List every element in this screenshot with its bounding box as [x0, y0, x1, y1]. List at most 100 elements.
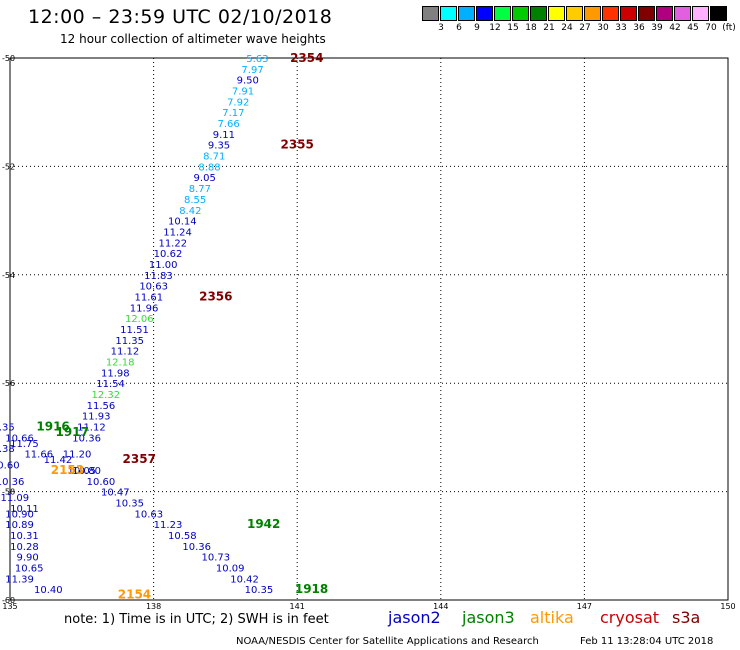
wave-height-value: 11.98 [101, 368, 130, 379]
wave-height-value: 9.11 [213, 130, 235, 141]
scale-swatch [494, 6, 511, 21]
scale-swatch [458, 6, 475, 21]
wave-height-value: 10.80 [72, 466, 101, 477]
wave-height-value: 10.66 [5, 433, 34, 444]
pass-time-label: 1942 [247, 517, 280, 531]
scale-label: 70 [705, 23, 717, 33]
scale-label: 9 [474, 23, 480, 33]
wave-height-value: 8.42 [179, 206, 201, 217]
wave-height-value: 11.00 [149, 260, 178, 271]
y-tick-label: -60 [2, 596, 15, 605]
scale-label: 6 [456, 23, 462, 33]
scale-label: 24 [561, 23, 573, 33]
scale-label: 30 [597, 23, 609, 33]
wave-height-value: 11.61 [135, 292, 164, 303]
wave-height-value: 10.28 [10, 542, 39, 553]
wave-height-value: 11.24 [163, 227, 192, 238]
wave-height-value: 11.38 [0, 444, 15, 455]
scale-swatch [566, 6, 583, 21]
wave-height-value: 7.66 [217, 119, 239, 130]
scale-swatch [692, 6, 709, 21]
scale-swatch [620, 6, 637, 21]
wave-height-value: 8.88 [198, 162, 220, 173]
scale-swatch [548, 6, 565, 21]
wave-height-value: 10.11 [10, 504, 39, 515]
scale-swatch [710, 6, 727, 21]
scale-swatch [602, 6, 619, 21]
page-subtitle: 12 hour collection of altimeter wave hei… [60, 32, 326, 46]
wave-height-value: 11.56 [87, 401, 116, 412]
wave-height-value: 10.73 [202, 553, 231, 564]
wave-height-value: 9.35 [208, 141, 230, 152]
satellite-legend-jason3: jason3 [462, 608, 515, 627]
wave-height-value: 8.77 [189, 184, 211, 195]
scale-swatch [440, 6, 457, 21]
wave-height-value: 12.06 [125, 314, 154, 325]
x-tick-label: 147 [577, 602, 592, 610]
scale-swatch [422, 6, 439, 21]
pass-time-label: 1918 [295, 582, 328, 596]
wave-height-value: 11.23 [154, 520, 183, 531]
wave-height-value: 11.75 [10, 439, 39, 450]
satellite-legend-altika: altika [530, 608, 574, 627]
pass-time-label: 2153 [51, 463, 84, 477]
wave-height-value: 10.31 [10, 531, 39, 542]
pass-time-label: 2355 [280, 138, 313, 152]
wave-height-value: 11.12 [77, 423, 106, 434]
wave-height-value: 9.05 [194, 173, 216, 184]
pass-time-label: 1917 [56, 425, 89, 439]
scale-swatch [512, 6, 529, 21]
wave-height-value: 10.65 [15, 563, 44, 574]
x-tick-label: 150 [720, 602, 735, 610]
scale-swatch [476, 6, 493, 21]
wave-height-value: 10.58 [168, 531, 197, 542]
scale-swatch [638, 6, 655, 21]
scale-label: 12 [489, 23, 501, 33]
wave-height-value: 5.63 [246, 54, 268, 65]
y-tick-label: -50 [2, 54, 15, 63]
wave-height-value: 10.60 [0, 461, 20, 472]
wave-height-value: 10.14 [168, 217, 197, 228]
wave-height-value: 10.63 [139, 282, 168, 293]
wave-height-value: 11.22 [158, 238, 187, 249]
wave-height-value: 10.35 [245, 585, 274, 596]
wave-height-value: 11.39 [5, 574, 34, 585]
wave-height-value: 10.05 [68, 466, 97, 477]
wave-height-value: 9.50 [237, 76, 259, 87]
wave-height-value: 10.62 [154, 249, 183, 260]
wave-height-value: 11.20 [63, 450, 92, 461]
wave-height-value: 11.54 [96, 379, 125, 390]
scale-label: 3 [438, 23, 444, 33]
wave-height-value: 10.36 [72, 433, 101, 444]
scale-label: 33 [615, 23, 627, 33]
x-tick-label: 135 [2, 602, 17, 610]
wave-height-value: 11.42 [44, 455, 73, 466]
x-tick-label: 138 [146, 602, 161, 610]
footer-credit: NOAA/NESDIS Center for Satellite Applica… [236, 636, 539, 647]
y-tick-label: -54 [2, 271, 15, 280]
scale-swatch [674, 6, 691, 21]
wave-height-value: 11.09 [1, 493, 30, 504]
wave-height-value: 12.32 [91, 390, 120, 401]
pass-time-label: 2354 [290, 51, 323, 65]
wave-height-value: 10.35 [115, 498, 144, 509]
wave-height-value: 7.91 [232, 87, 254, 98]
wave-height-value: 7.92 [227, 97, 249, 108]
wave-height-value: 10.89 [5, 520, 34, 531]
wave-height-value: 11.12 [111, 347, 140, 358]
scale-label: 27 [579, 23, 591, 33]
x-tick-label: 144 [433, 602, 448, 610]
wave-height-value: 10.63 [135, 509, 164, 520]
wave-height-value: 11.51 [120, 325, 149, 336]
scale-label: 42 [669, 23, 681, 33]
scale-label: 15 [507, 23, 519, 33]
wave-height-value: 10.47 [101, 488, 130, 499]
wave-height-value: 12.18 [106, 358, 135, 369]
wave-height-value: 11.35 [0, 423, 15, 434]
wave-height-value: 11.93 [82, 412, 111, 423]
wave-height-value: 10.90 [5, 509, 34, 520]
footer-timestamp: Feb 11 13:28:04 UTC 2018 [580, 636, 714, 647]
satellite-legend-cryosat: cryosat [600, 608, 660, 627]
scale-label: 36 [633, 23, 645, 33]
page-title: 12:00 – 23:59 UTC 02/10/2018 [28, 6, 333, 28]
